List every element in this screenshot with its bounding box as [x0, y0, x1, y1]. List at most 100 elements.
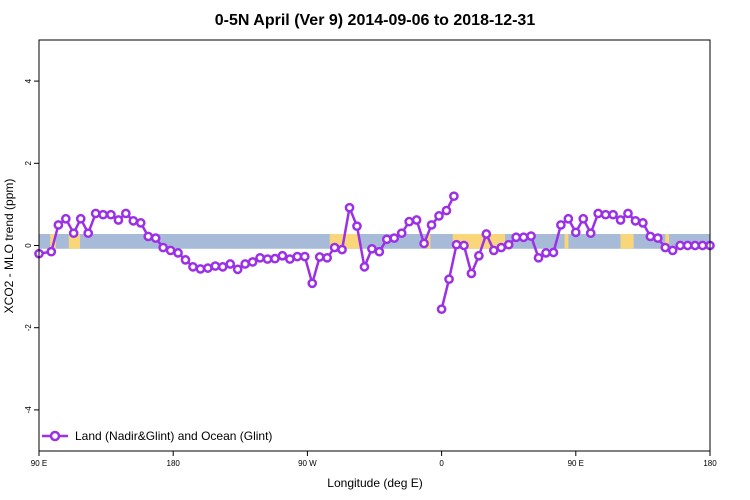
- data-point: [615, 215, 626, 225]
- data-point: [337, 244, 347, 255]
- data-point: [434, 211, 444, 221]
- y-axis-label: XCO2 - MLO trend (ppm): [2, 179, 16, 314]
- data-point: [75, 213, 86, 224]
- data-point: [307, 278, 318, 289]
- data-point: [150, 233, 161, 243]
- data-point: [173, 248, 183, 258]
- data-point: [667, 245, 678, 256]
- data-point: [60, 213, 71, 224]
- data-point: [232, 264, 243, 275]
- chart-title: 0-5N April (Ver 9) 2014-09-06 to 2018-12…: [215, 12, 536, 29]
- data-point: [292, 251, 303, 262]
- y-tick-label: 2: [24, 161, 33, 166]
- data-point: [638, 218, 648, 228]
- x-tick-label: 90 W: [298, 459, 317, 468]
- y-axis-ticks: -4 -2 0 2 4: [24, 78, 39, 413]
- x-tick-label: 90 E: [31, 459, 47, 468]
- x-tick-label: 180: [167, 459, 181, 468]
- data-point: [314, 252, 325, 262]
- data-point: [262, 254, 273, 264]
- data-point: [503, 239, 514, 250]
- data-point: [352, 221, 362, 232]
- data-point: [593, 208, 604, 219]
- data-point: [90, 208, 101, 219]
- x-tick-label: 90 E: [568, 459, 584, 468]
- data-point: [419, 238, 429, 249]
- land-band-segment: [68, 233, 81, 249]
- ocean-band: [39, 233, 710, 249]
- data-point: [459, 240, 469, 251]
- data-point: [608, 209, 618, 220]
- data-point: [396, 228, 407, 239]
- data-point: [98, 209, 108, 220]
- data-point: [481, 229, 492, 239]
- data-point: [210, 261, 221, 271]
- data-point: [623, 208, 633, 219]
- data-point: [541, 248, 551, 258]
- data-point: [106, 209, 116, 220]
- data-point: [285, 254, 295, 264]
- data-point: [121, 208, 131, 219]
- data-point: [135, 218, 146, 228]
- data-point: [426, 220, 437, 230]
- data-point: [83, 228, 94, 239]
- data-point: [444, 274, 454, 285]
- data-point: [367, 243, 377, 254]
- land-band-segment: [426, 233, 431, 249]
- data-point: [488, 245, 499, 256]
- y-tick-label: 0: [24, 243, 33, 248]
- data-point: [113, 215, 124, 225]
- y-tick-label: 4: [24, 78, 33, 83]
- data-point: [374, 246, 385, 257]
- data-point: [270, 253, 280, 264]
- data-point: [217, 262, 228, 272]
- data-point: [322, 252, 333, 263]
- x-axis-ticks: 90 E 180 90 W 0 90 E 180: [31, 451, 717, 468]
- data-point: [277, 250, 288, 261]
- data-point: [68, 228, 79, 239]
- data-point: [474, 250, 484, 261]
- data-point: [203, 263, 213, 273]
- data-point: [660, 242, 671, 253]
- data-point: [645, 231, 656, 242]
- data-point: [180, 255, 191, 265]
- data-point: [533, 252, 544, 263]
- y-tick-label: -2: [24, 324, 33, 332]
- data-point: [690, 240, 700, 251]
- data-point: [570, 227, 581, 238]
- data-point: [585, 228, 596, 239]
- data-point: [240, 259, 250, 269]
- data-point: [46, 246, 57, 257]
- data-point: [128, 215, 139, 226]
- data-point: [496, 242, 507, 253]
- data-point: [53, 220, 64, 230]
- legend: Land (Nadir&Glint) and Ocean (Glint): [42, 429, 272, 443]
- data-point: [225, 259, 236, 269]
- data-point: [165, 245, 176, 256]
- data-point: [511, 232, 522, 243]
- data-point: [630, 215, 641, 226]
- data-point: [359, 262, 370, 272]
- legend-marker-swatch: [49, 430, 61, 442]
- land-band-segment: [564, 233, 569, 249]
- x-axis-label: Longitude (deg E): [327, 476, 422, 490]
- data-point: [299, 251, 310, 262]
- data-point: [188, 262, 198, 272]
- x-tick-label: 180: [703, 459, 717, 468]
- data-point: [563, 213, 574, 224]
- land-band-segment: [665, 233, 669, 249]
- data-point: [518, 232, 529, 243]
- data-point: [600, 209, 611, 220]
- data-point: [247, 257, 258, 267]
- data-point: [578, 213, 589, 224]
- data-point: [344, 202, 355, 213]
- legend-label: Land (Nadir&Glint) and Ocean (Glint): [75, 429, 272, 443]
- data-point: [411, 215, 422, 225]
- data-point: [451, 239, 462, 250]
- data-point: [556, 220, 566, 230]
- data-point: [441, 205, 452, 216]
- data-point: [381, 234, 392, 245]
- data-point: [329, 242, 340, 253]
- data-series: [34, 191, 715, 315]
